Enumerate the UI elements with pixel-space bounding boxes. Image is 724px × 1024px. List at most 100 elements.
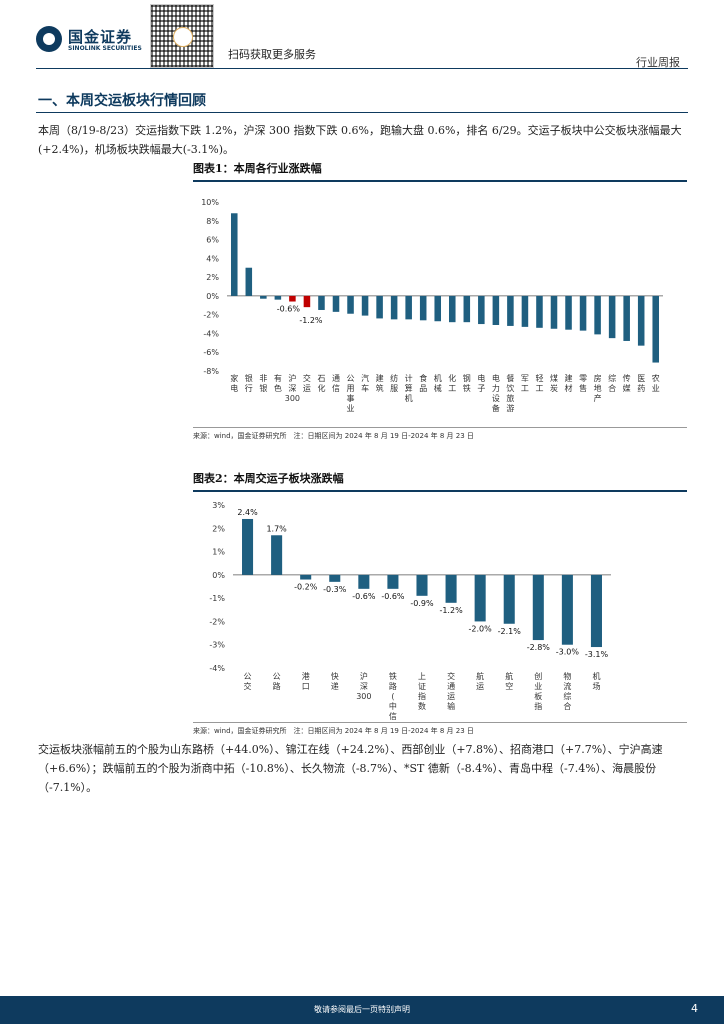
- y-tick-label: -3%: [209, 641, 225, 650]
- y-tick-label: 0%: [206, 292, 219, 301]
- category-label: 建筑: [376, 373, 384, 393]
- category-label: 石化: [317, 374, 325, 393]
- bar: [347, 295, 354, 314]
- category-label: 零售: [579, 374, 587, 393]
- category-label: 医药: [637, 374, 645, 393]
- figure-1-title: 图表1：本周各行业涨跌幅: [193, 160, 687, 182]
- bar: [390, 295, 398, 320]
- category-label: 传媒: [623, 373, 631, 393]
- data-label: -2.0%: [469, 624, 493, 633]
- bar: [300, 574, 312, 580]
- bar: [521, 295, 529, 327]
- data-label: -0.6%: [381, 592, 405, 601]
- header-divider: [36, 68, 688, 69]
- category-label: 家电: [230, 373, 238, 393]
- category-label: 港口: [302, 671, 310, 691]
- category-label: 航空: [505, 671, 513, 691]
- category-label: 综合: [608, 373, 616, 393]
- data-label: -1.2%: [299, 316, 323, 325]
- bar: [318, 295, 325, 310]
- category-label: 银行: [245, 373, 253, 393]
- y-tick-label: 8%: [206, 217, 219, 226]
- data-label: -0.6%: [352, 592, 376, 601]
- bar: [242, 518, 254, 575]
- y-tick-label: -2%: [203, 311, 219, 320]
- category-label: 电力设备: [492, 373, 500, 413]
- category-label: 房地产: [594, 373, 602, 403]
- bar: [445, 574, 457, 603]
- bar: [376, 295, 383, 319]
- bar: [303, 295, 311, 308]
- data-label: -3.1%: [585, 650, 609, 659]
- bar: [274, 295, 282, 300]
- data-label: -2.1%: [498, 627, 522, 636]
- bar: [361, 295, 369, 316]
- figure-1: 图表1：本周各行业涨跌幅 10% 8% 6% 4% 2% 0% -2% -4% -6% -8% 家电…: [193, 160, 687, 431]
- category-label: 公路: [273, 672, 281, 691]
- y-tick-label: -4%: [209, 664, 225, 673]
- data-label: -0.2%: [294, 583, 318, 592]
- data-label: -3.0%: [556, 648, 580, 657]
- bar: [561, 574, 573, 645]
- bar: [416, 574, 428, 596]
- y-tick-label: 3%: [212, 501, 225, 510]
- bar: [419, 295, 427, 321]
- bar: [594, 295, 601, 335]
- figure-2-source: 来源：wind，国金证券研究所 注：日期区间为 2024 年 8 月 19 日-…: [193, 722, 687, 736]
- y-tick-label: -6%: [203, 348, 219, 357]
- page-footer: 敬请参阅最后一页特别声明 4: [0, 996, 724, 1024]
- category-label: 化工: [448, 373, 456, 393]
- data-label: -1.2%: [439, 606, 463, 615]
- bar: [260, 295, 267, 299]
- y-tick-label: 6%: [206, 236, 219, 245]
- bar: [358, 574, 370, 589]
- bar: [492, 295, 500, 325]
- y-tick-label: 1%: [212, 548, 225, 557]
- figure-1-source: 来源：wind，国金证券研究所 注：日期区间为 2024 年 8 月 19 日-…: [193, 427, 687, 441]
- category-label: 建材: [565, 373, 573, 393]
- category-label: 汽车: [361, 373, 369, 393]
- bar: [448, 295, 456, 323]
- logo-name: 国金证券: [68, 28, 133, 46]
- data-label: -0.3%: [323, 585, 347, 594]
- category-label: 钢铁: [463, 373, 471, 393]
- bar: [289, 295, 296, 302]
- category-label: 快递: [331, 671, 339, 691]
- y-tick-label: 2%: [206, 273, 219, 282]
- bar: [623, 295, 630, 341]
- bar: [434, 295, 442, 322]
- logo-subtitle: SINOLINK SECURITIES: [68, 45, 142, 52]
- bar: [637, 295, 645, 346]
- bar: [271, 535, 283, 575]
- y-tick-label: -1%: [209, 594, 225, 603]
- category-label: 交通运输: [447, 671, 455, 711]
- transport-subsector-chart: 3% 2% 1% 0% -1% -2% -3% -4% 公交 2.4% 公路 1.7% 港口 -0.2% 快…: [209, 501, 611, 731]
- category-label: 航运: [476, 671, 484, 691]
- report-type: 行业周报: [636, 56, 680, 69]
- data-label: 2.4%: [237, 508, 258, 517]
- y-tick-label: -2%: [209, 617, 225, 626]
- bar: [550, 295, 558, 329]
- category-label: 沪深 300: [356, 671, 371, 701]
- category-label: 机场: [592, 671, 600, 691]
- data-label: -2.8%: [527, 643, 551, 652]
- bar: [474, 574, 486, 622]
- category-label: 电子: [477, 373, 485, 393]
- category-label: 公用事业: [347, 374, 355, 413]
- bar: [405, 295, 412, 320]
- data-label: 1.7%: [266, 524, 287, 533]
- data-label: -0.9%: [410, 599, 434, 608]
- bar: [579, 295, 587, 331]
- y-tick-label: -8%: [203, 367, 219, 376]
- bar: [230, 213, 238, 296]
- qr-code-icon: [150, 4, 214, 68]
- y-tick-label: 2%: [212, 524, 225, 533]
- category-label: 公交: [244, 672, 252, 691]
- category-label: 非银: [259, 373, 267, 393]
- category-label: 铁路(中信): [389, 671, 397, 722]
- category-label: 军工: [521, 374, 529, 393]
- bar: [478, 295, 485, 325]
- category-label: 上证指数: [418, 672, 426, 711]
- category-label: 煤炭: [550, 373, 558, 393]
